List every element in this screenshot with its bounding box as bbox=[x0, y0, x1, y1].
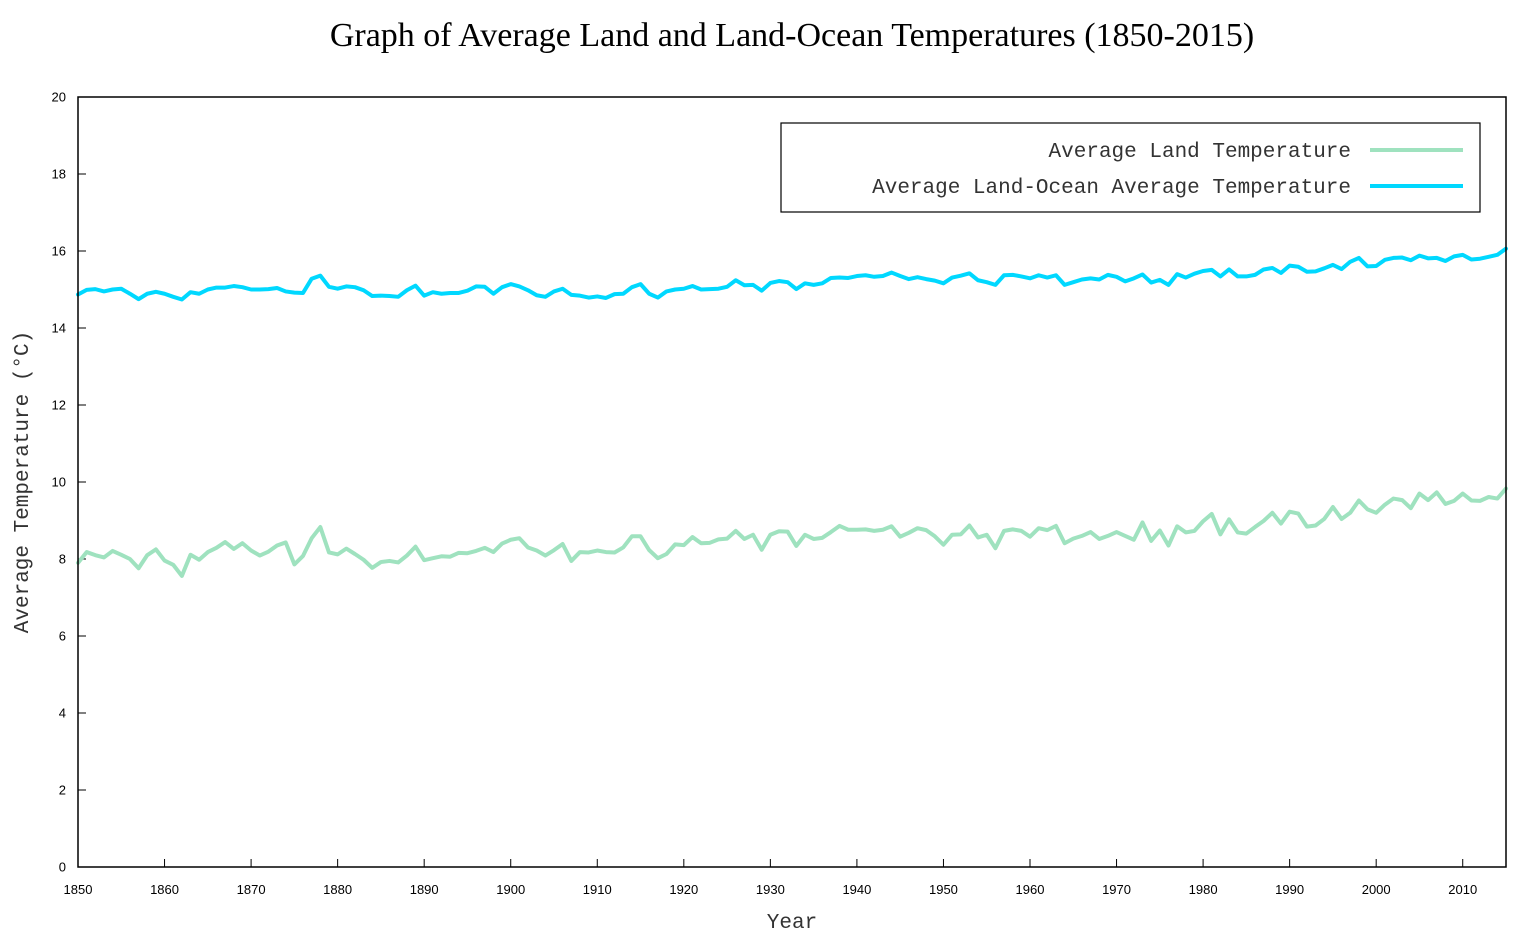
x-tick-label: 1890 bbox=[410, 882, 439, 897]
y-tick-label: 10 bbox=[52, 475, 66, 490]
legend-box bbox=[780, 122, 1481, 213]
legend: Average Land Temperature Average Land-Oc… bbox=[780, 122, 1481, 213]
chart-title: Graph of Average Land and Land-Ocean Tem… bbox=[330, 17, 1254, 54]
x-tick-label: 2000 bbox=[1362, 882, 1391, 897]
x-tick-label: 1940 bbox=[842, 882, 871, 897]
y-tick-label: 20 bbox=[52, 90, 66, 105]
y-tick-label: 2 bbox=[59, 783, 66, 798]
x-tick-label: 1950 bbox=[929, 882, 958, 897]
y-tick-label: 16 bbox=[52, 244, 66, 259]
legend-label-land: Average Land Temperature bbox=[1049, 141, 1351, 164]
x-tick-label: 1990 bbox=[1275, 882, 1304, 897]
x-tick-label: 2010 bbox=[1448, 882, 1477, 897]
x-tick-label: 1860 bbox=[150, 882, 179, 897]
x-tick-label: 1850 bbox=[64, 882, 93, 897]
x-tick-label: 1920 bbox=[669, 882, 698, 897]
y-tick-label: 6 bbox=[59, 629, 66, 644]
y-axis-label: Average Temperature (°C) bbox=[12, 331, 35, 633]
y-tick-label: 0 bbox=[59, 860, 66, 875]
y-tick-label: 4 bbox=[59, 706, 66, 721]
x-axis-label: Year bbox=[767, 912, 817, 935]
x-tick-label: 1910 bbox=[583, 882, 612, 897]
x-tick-label: 1980 bbox=[1189, 882, 1218, 897]
x-tick-label: 1900 bbox=[496, 882, 525, 897]
series-layer bbox=[76, 246, 1508, 578]
x-tick-label: 1870 bbox=[237, 882, 266, 897]
plot-area-frame bbox=[77, 96, 1507, 868]
series-line-land-ocean bbox=[76, 246, 1508, 302]
x-tick-label: 1930 bbox=[756, 882, 785, 897]
y-tick-label: 14 bbox=[52, 321, 66, 336]
y-tick-label: 18 bbox=[52, 167, 66, 182]
y-axis-ticks: 0 2 4 6 8 10 12 14 16 18 20 bbox=[52, 90, 86, 875]
y-tick-label: 8 bbox=[59, 552, 66, 567]
series-line-land bbox=[76, 486, 1508, 578]
x-tick-label: 1880 bbox=[323, 882, 352, 897]
legend-label-land-ocean: Average Land-Ocean Average Temperature bbox=[872, 177, 1351, 200]
y-tick-label: 12 bbox=[52, 398, 66, 413]
x-axis-ticks: 1850 1860 1870 1880 1890 1900 1910 1920 1930 1940… bbox=[64, 859, 1477, 897]
x-tick-label: 1970 bbox=[1102, 882, 1131, 897]
x-tick-label: 1960 bbox=[1016, 882, 1045, 897]
